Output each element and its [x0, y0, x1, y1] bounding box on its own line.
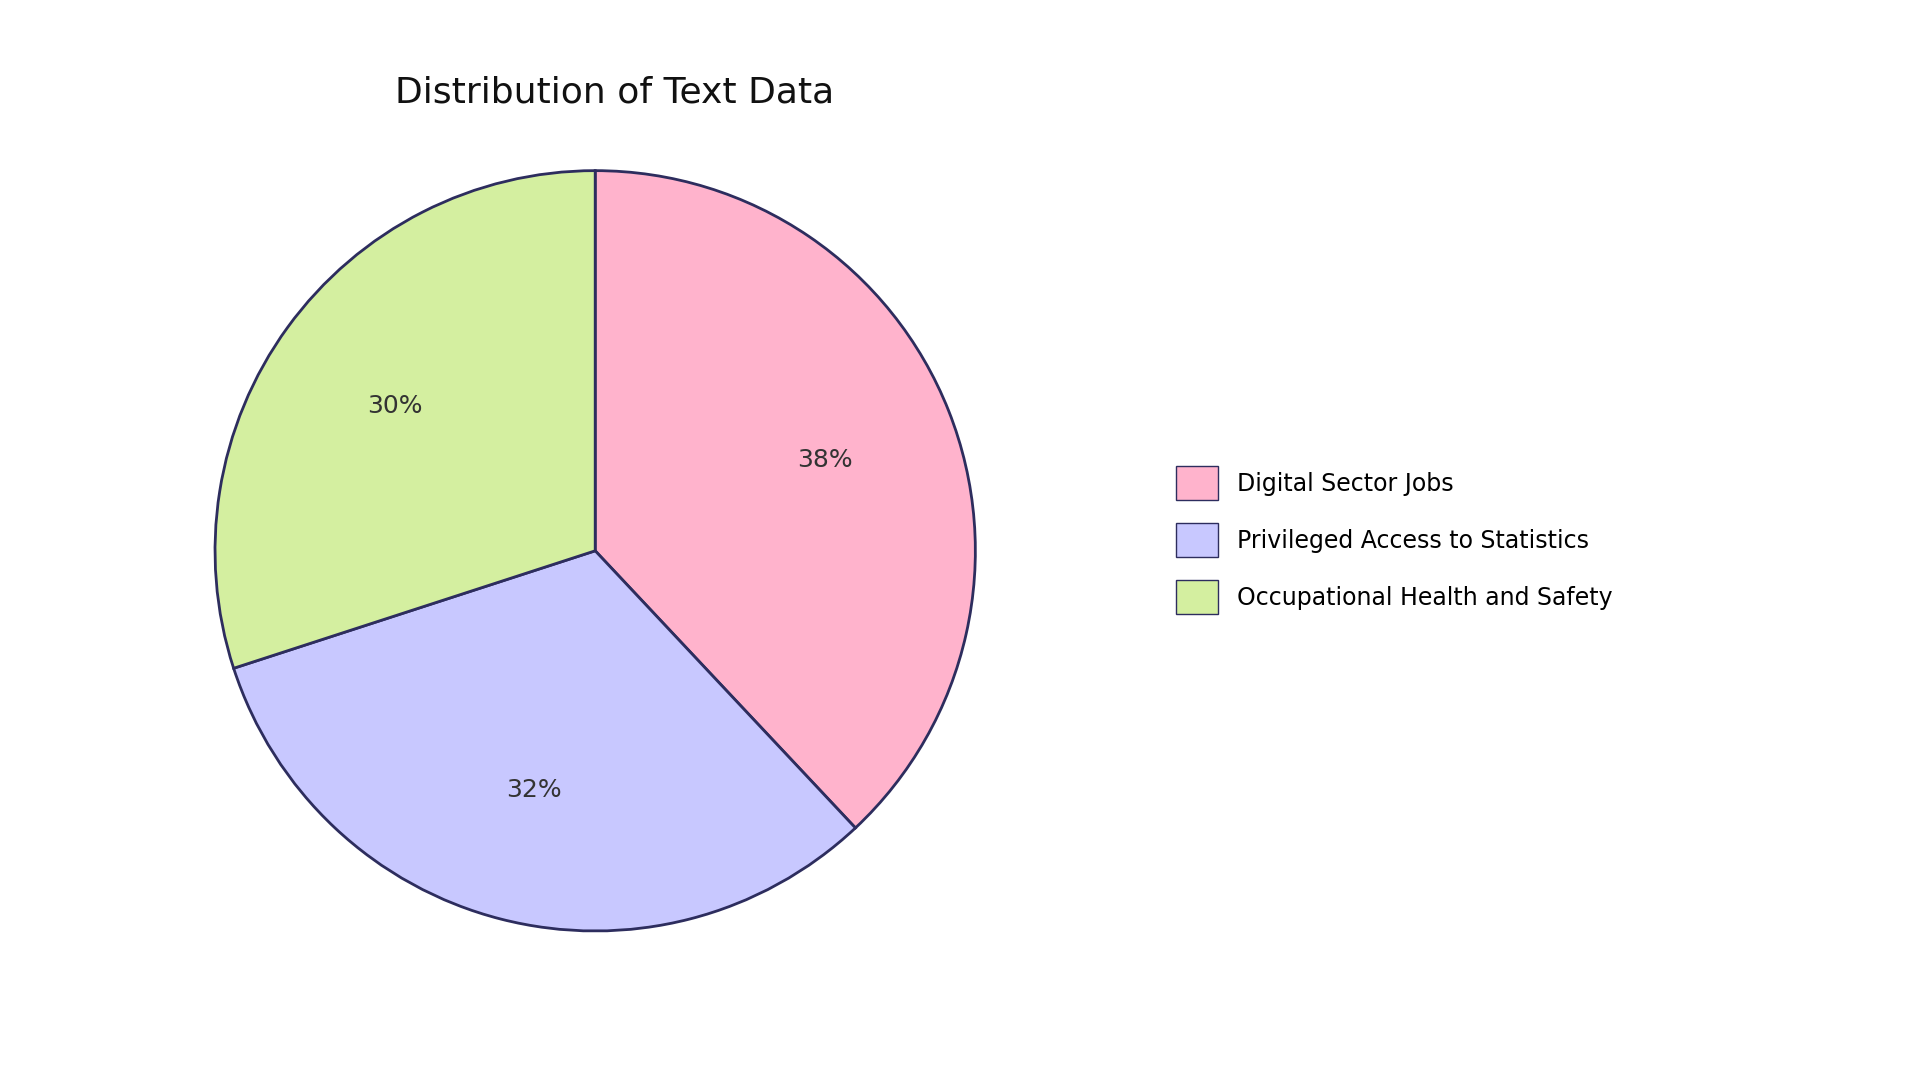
Wedge shape [234, 551, 856, 931]
Text: Distribution of Text Data: Distribution of Text Data [396, 76, 833, 109]
Text: 38%: 38% [797, 448, 852, 472]
Wedge shape [595, 171, 975, 828]
Wedge shape [215, 171, 595, 669]
Text: 30%: 30% [367, 393, 422, 418]
Text: 32%: 32% [507, 779, 561, 802]
Legend: Digital Sector Jobs, Privileged Access to Statistics, Occupational Health and Sa: Digital Sector Jobs, Privileged Access t… [1164, 455, 1624, 625]
